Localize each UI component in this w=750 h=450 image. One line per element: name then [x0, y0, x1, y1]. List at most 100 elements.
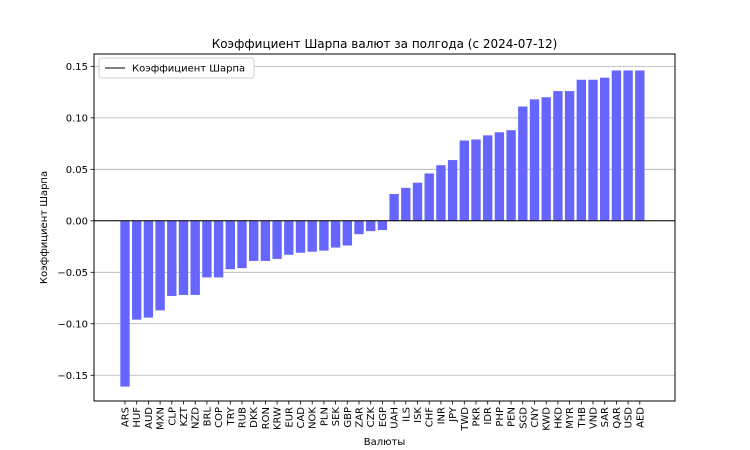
bar-hkd	[553, 91, 563, 221]
bar-try	[225, 220, 235, 270]
bar-sek	[330, 220, 341, 248]
x-tick-label: GBP	[343, 407, 354, 428]
bar-pkr	[471, 139, 481, 221]
bar-cad	[295, 220, 306, 253]
bar-php	[494, 132, 505, 221]
bar-aud	[143, 220, 154, 318]
x-tick-label: PKR	[472, 407, 483, 427]
chart-title: Коэффициент Шарпа валют за полгода (с 20…	[212, 37, 558, 51]
bar-twd	[459, 140, 469, 221]
bar-ron	[260, 220, 271, 261]
x-tick-label: UAH	[390, 407, 401, 429]
x-tick-label: TRY	[226, 406, 237, 426]
x-tick-label: ILS	[401, 407, 412, 422]
bar-krw	[272, 220, 282, 259]
bar-sar	[600, 77, 610, 221]
bar-eur	[284, 220, 294, 255]
bar-pln	[319, 220, 329, 251]
bar-jpy	[447, 160, 458, 221]
bar-ils	[401, 187, 411, 221]
x-axis-label: Валюты	[364, 437, 406, 448]
bar-kzt	[178, 220, 189, 295]
x-tick-label: NZD	[191, 407, 202, 429]
bar-idr	[483, 135, 493, 221]
bar-brl	[202, 220, 212, 278]
x-tick-label: JPY	[448, 406, 459, 423]
bar-zar	[354, 220, 364, 235]
x-tick-label: ISK	[413, 407, 424, 423]
x-tick-label: KRW	[273, 407, 284, 430]
bar-chf	[424, 173, 434, 221]
x-tick-label: ARS	[121, 407, 132, 427]
bar-nzd	[190, 220, 200, 295]
y-tick-label: 0.00	[66, 216, 88, 227]
x-tick-label: TWD	[460, 407, 471, 432]
bar-dkk	[249, 220, 259, 261]
x-tick-label: KZT	[179, 406, 190, 426]
bar-kwd	[541, 97, 551, 221]
x-tick-label: CLP	[167, 407, 178, 426]
bar-myr	[564, 91, 575, 221]
y-tick-label: −0.15	[57, 371, 88, 382]
y-ticks: −0.15 −0.10 −0.05 0.00 0.05 0.10 0.15	[57, 62, 94, 382]
bar-cop	[213, 220, 224, 278]
x-tick-label: SGD	[518, 407, 529, 429]
x-tick-label: IDR	[483, 407, 494, 425]
x-tick-label: ZAR	[355, 407, 366, 428]
bar-sgd	[518, 106, 528, 221]
x-ticks: ARS HUF AUD MXN CLP KZT NZD BRL COP TRY RUB DKK RON K…	[121, 401, 646, 432]
bar-inr	[436, 165, 446, 221]
x-tick-label: DKK	[249, 407, 260, 428]
x-tick-label: AED	[635, 407, 646, 428]
x-tick-label: MYR	[565, 407, 576, 429]
y-axis-label: Коэффициент Шарпа	[39, 171, 50, 284]
x-tick-label: RON	[261, 407, 272, 429]
bar-czk	[366, 220, 376, 232]
x-tick-label: HKD	[553, 407, 564, 429]
x-tick-label: RUB	[238, 407, 249, 428]
y-tick-label: 0.10	[66, 113, 88, 124]
y-tick-label: −0.10	[57, 319, 88, 330]
bar-egp	[377, 220, 388, 231]
y-tick-label: 0.05	[66, 165, 88, 176]
legend-box	[98, 57, 255, 79]
legend-label: Коэффициент Шарпа	[132, 64, 245, 75]
x-tick-label: PHP	[495, 407, 506, 427]
bar-gbp	[342, 220, 352, 246]
bar-clp	[167, 220, 177, 296]
x-tick-label: SEK	[331, 407, 342, 427]
x-tick-label: AUD	[144, 407, 155, 429]
x-tick-label: QAR	[612, 407, 623, 429]
x-tick-label: VND	[589, 407, 600, 429]
x-tick-label: CZK	[366, 407, 377, 428]
x-tick-label: EGP	[378, 407, 389, 427]
x-tick-label: INR	[436, 407, 447, 424]
bar-cny	[529, 99, 540, 221]
bar-isk	[412, 182, 423, 221]
x-tick-label: HUF	[132, 407, 143, 428]
legend: Коэффициент Шарпа	[98, 57, 255, 79]
x-tick-label: CHF	[425, 407, 436, 428]
bar-ars	[120, 220, 130, 387]
bar-huf	[132, 220, 142, 320]
y-tick-label: 0.15	[66, 62, 88, 73]
bar-qar	[611, 70, 622, 221]
x-tick-label: PEN	[507, 407, 518, 427]
x-tick-label: BRL	[202, 407, 213, 427]
x-tick-label: PLN	[319, 407, 330, 426]
bar-thb	[576, 79, 586, 221]
x-tick-label: THB	[577, 407, 588, 429]
bar-aed	[635, 70, 645, 221]
bar-nok	[307, 220, 317, 252]
bar-uah	[389, 194, 399, 221]
bar-rub	[237, 220, 247, 269]
bar-mxn	[155, 220, 165, 311]
x-tick-label: CNY	[530, 406, 541, 427]
x-tick-label: NOK	[308, 407, 319, 429]
y-tick-label: −0.05	[57, 268, 88, 279]
x-tick-label: COP	[214, 407, 225, 428]
x-tick-label: CAD	[296, 407, 307, 429]
bar-usd	[623, 70, 633, 221]
bar-vnd	[588, 79, 598, 221]
